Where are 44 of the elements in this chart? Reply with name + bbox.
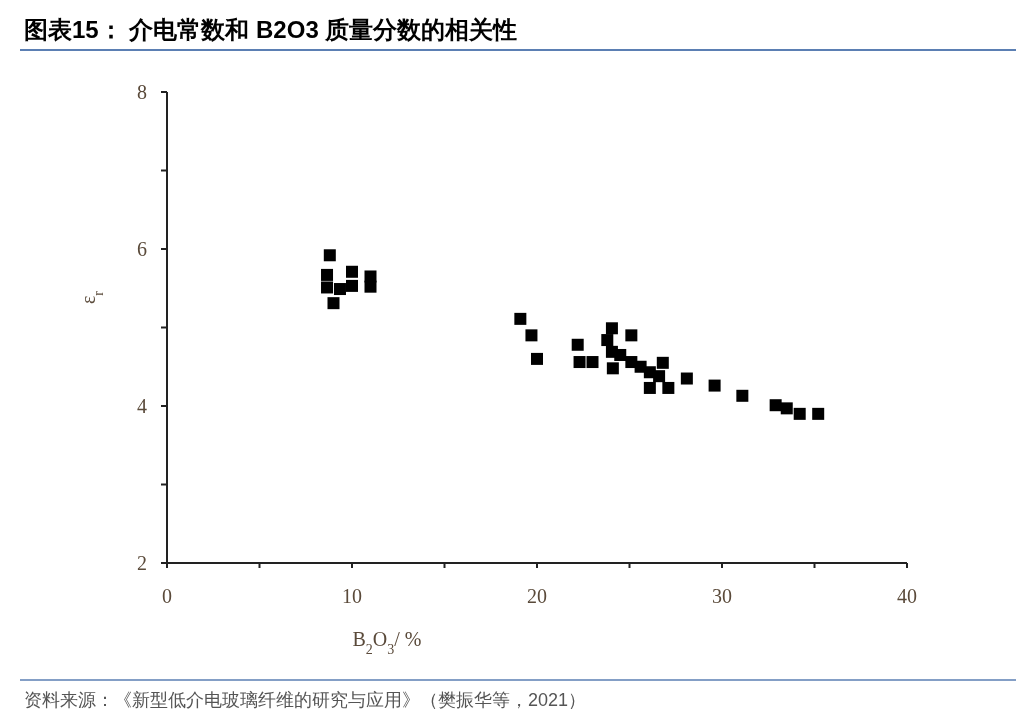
- y-tick-label: 6: [137, 238, 147, 260]
- point: [812, 407, 825, 420]
- point: [656, 356, 669, 369]
- point: [531, 352, 543, 365]
- point: [573, 356, 586, 369]
- point: [780, 402, 793, 415]
- point: [321, 281, 334, 294]
- point: [333, 283, 346, 296]
- x-tick-label: 10: [342, 585, 362, 607]
- point: [614, 348, 627, 361]
- point: [606, 362, 619, 375]
- x-tick-label: 20: [527, 585, 547, 607]
- point: [708, 379, 721, 392]
- point: [346, 279, 358, 292]
- point: [364, 280, 377, 293]
- point: [769, 399, 782, 412]
- y-tick-label: 4: [137, 395, 147, 417]
- y-tick-label: 8: [137, 81, 147, 103]
- point: [680, 372, 693, 385]
- y-tick-label: 2: [137, 552, 147, 574]
- point: [327, 297, 340, 310]
- x-tick-label: 0: [162, 585, 172, 607]
- point: [625, 356, 638, 369]
- point: [601, 334, 614, 347]
- point: [571, 338, 584, 351]
- point: [793, 407, 806, 420]
- point: [525, 329, 538, 342]
- x-tick-label: 40: [897, 585, 917, 607]
- point: [643, 381, 656, 394]
- point: [364, 270, 377, 283]
- point: [625, 329, 638, 342]
- point: [586, 356, 599, 369]
- point: [346, 265, 358, 278]
- point: [321, 268, 334, 281]
- point: [323, 249, 336, 262]
- point: [736, 389, 749, 402]
- point: [605, 322, 618, 335]
- text: 资料来源：《新型低介电玻璃纤维的研究与应用》（樊振华等，2021）: [24, 690, 587, 710]
- point: [653, 370, 666, 383]
- point: [662, 381, 675, 394]
- chart-title: 图表15： 介电常数和 B2O3 质量分数的相关性: [24, 16, 518, 43]
- x-axis-title: B$_{2}$O$_{3}$/ %: [352, 628, 422, 657]
- point: [514, 312, 527, 325]
- x-tick-label: 30: [712, 585, 732, 607]
